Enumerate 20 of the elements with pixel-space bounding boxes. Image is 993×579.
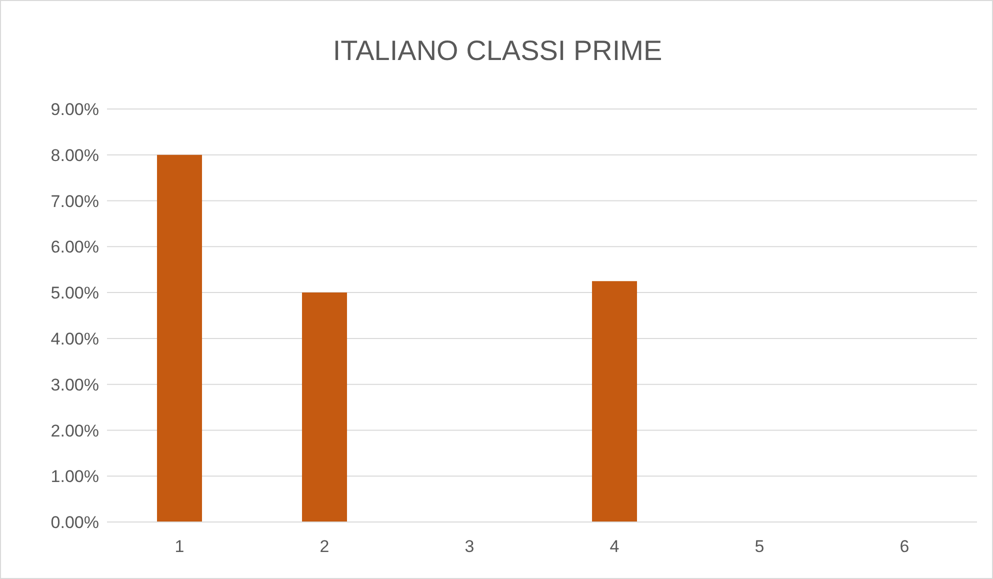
y-tick-label: 7.00% (50, 192, 99, 211)
bar (592, 281, 637, 522)
x-tick-label: 1 (174, 537, 184, 556)
y-tick-label: 9.00% (50, 100, 99, 120)
chart-title: ITALIANO CLASSI PRIME (332, 35, 664, 67)
y-tick-label: 1.00% (50, 467, 99, 486)
x-tick-label: 5 (754, 537, 764, 556)
y-tick-label: 2.00% (50, 421, 99, 440)
x-tick-label: 6 (900, 537, 910, 556)
y-tick-label: 3.00% (50, 375, 99, 394)
bar (302, 292, 347, 522)
y-tick-label: 0.00% (50, 513, 99, 532)
bar (157, 154, 202, 522)
y-tick-label: 6.00% (50, 238, 99, 257)
y-tick-label: 8.00% (50, 146, 99, 165)
x-tick-label: 4 (610, 537, 620, 556)
x-tick-label: 3 (464, 537, 474, 556)
y-tick-label: 4.00% (50, 329, 99, 348)
x-tick-label: 2 (320, 537, 330, 556)
y-tick-label: 5.00% (50, 284, 99, 303)
